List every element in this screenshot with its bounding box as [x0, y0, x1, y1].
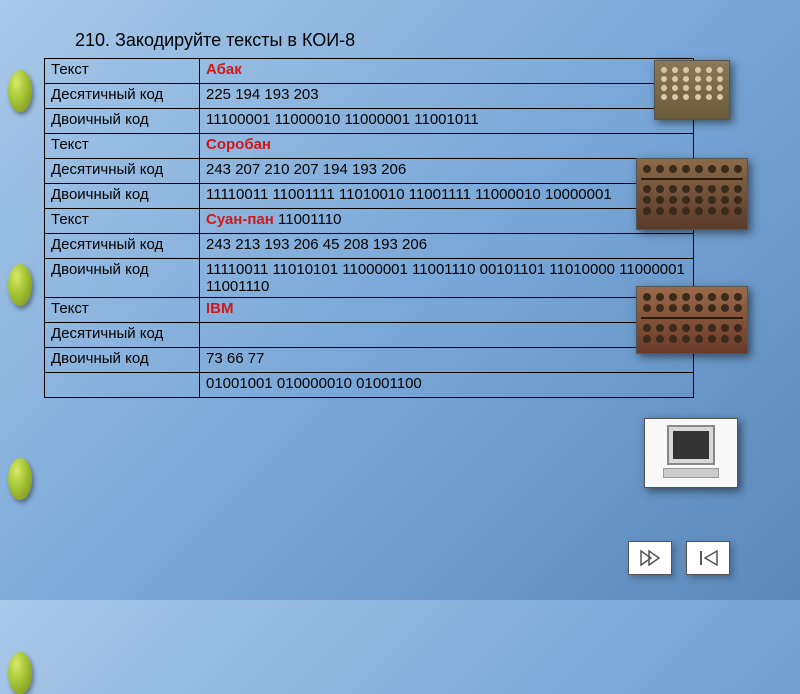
table-row: Десятичный код243 213 193 206 45 208 193…: [45, 234, 694, 259]
row-value: Соробан: [200, 134, 694, 159]
first-button[interactable]: [686, 541, 730, 575]
nav-controls: [628, 541, 730, 575]
table-row: ТекстСоробан: [45, 134, 694, 159]
bullet-oval: [8, 70, 32, 112]
table-row: Двоичный код73 66 77: [45, 348, 694, 373]
table-row: Десятичный код243 207 210 207 194 193 20…: [45, 159, 694, 184]
row-label: Десятичный код: [45, 159, 200, 184]
next-button[interactable]: [628, 541, 672, 575]
table-row: Двоичный код11110011 11001111 11010010 1…: [45, 184, 694, 209]
abacus-image-1: [654, 60, 730, 120]
suanpan-image: [636, 286, 748, 354]
table-row: Двоичный код11110011 11010101 11000001 1…: [45, 259, 694, 298]
row-value: 11110011 11001111 11010010 11001111 1100…: [200, 184, 694, 209]
row-value: 73 66 77: [200, 348, 694, 373]
row-label: Текст: [45, 298, 200, 323]
page-title: 210. Закодируйте тексты в КОИ-8: [75, 30, 355, 51]
row-label: Двоичный код: [45, 348, 200, 373]
row-label: Двоичный код: [45, 184, 200, 209]
row-label: Текст: [45, 59, 200, 84]
row-value: Абак: [200, 59, 694, 84]
row-value: [200, 323, 694, 348]
row-value: IВМ: [200, 298, 694, 323]
row-value: 01001001 010000010 01001100: [200, 373, 694, 398]
table-row: Десятичный код: [45, 323, 694, 348]
row-label: Текст: [45, 134, 200, 159]
play-forward-icon: [639, 549, 661, 567]
table-row: 01001001 010000010 01001100: [45, 373, 694, 398]
row-label: Двоичный код: [45, 259, 200, 298]
row-label: Двоичный код: [45, 109, 200, 134]
table-row: Десятичный код225 194 193 203: [45, 84, 694, 109]
row-label: Десятичный код: [45, 323, 200, 348]
row-value: 11100001 11000010 11000001 11001011: [200, 109, 694, 134]
skip-back-icon: [697, 549, 719, 567]
row-value: 243 207 210 207 194 193 206: [200, 159, 694, 184]
row-value: 243 213 193 206 45 208 193 206: [200, 234, 694, 259]
table-row: ТекстIВМ: [45, 298, 694, 323]
row-label: [45, 373, 200, 398]
bullet-oval: [8, 458, 32, 500]
table-row: Двоичный код11100001 11000010 11000001 1…: [45, 109, 694, 134]
row-label: Десятичный код: [45, 84, 200, 109]
bullet-oval: [8, 264, 32, 306]
bullet-column: [8, 70, 32, 694]
table-row: ТекстСуан-пан 11001110: [45, 209, 694, 234]
row-value: 11110011 11010101 11000001 11001110 0010…: [200, 259, 694, 298]
row-label: Десятичный код: [45, 234, 200, 259]
soroban-image: [636, 158, 748, 230]
encoding-table: ТекстАбак Десятичный код225 194 193 203 …: [44, 58, 694, 398]
table-row: ТекстАбак: [45, 59, 694, 84]
bullet-oval: [8, 652, 32, 694]
row-label: Текст: [45, 209, 200, 234]
row-value: 225 194 193 203: [200, 84, 694, 109]
ibm-computer-image: [644, 418, 738, 488]
row-value: Суан-пан 11001110: [200, 209, 694, 234]
